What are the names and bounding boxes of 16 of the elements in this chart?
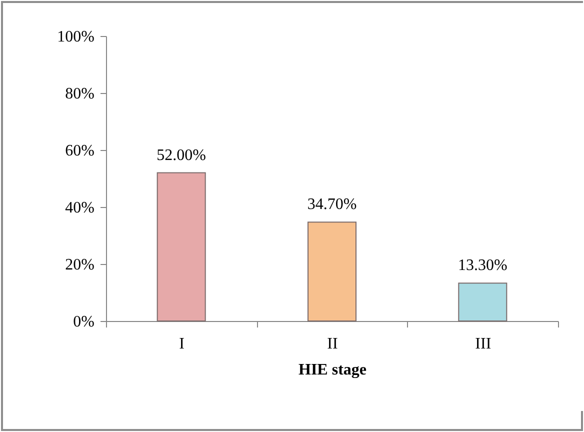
y-tick-label: 20% [65, 256, 94, 274]
x-tick-label: III [475, 336, 492, 352]
x-axis-title: HIE stage [298, 362, 366, 378]
bar [458, 282, 508, 322]
data-label: 52.00% [156, 146, 206, 164]
x-tick-label: I [179, 336, 184, 352]
bar [156, 172, 206, 322]
y-tick-label: 0% [73, 314, 94, 330]
data-label: 34.70% [307, 196, 357, 214]
x-tick-label: II [327, 336, 338, 352]
y-tick-label: 40% [65, 200, 94, 216]
bar [308, 222, 356, 322]
y-tick-label: 80% [65, 86, 94, 102]
y-tick-label: 60% [65, 142, 94, 160]
y-tick-label: 100% [57, 28, 94, 46]
data-label: 13.30% [458, 257, 508, 274]
